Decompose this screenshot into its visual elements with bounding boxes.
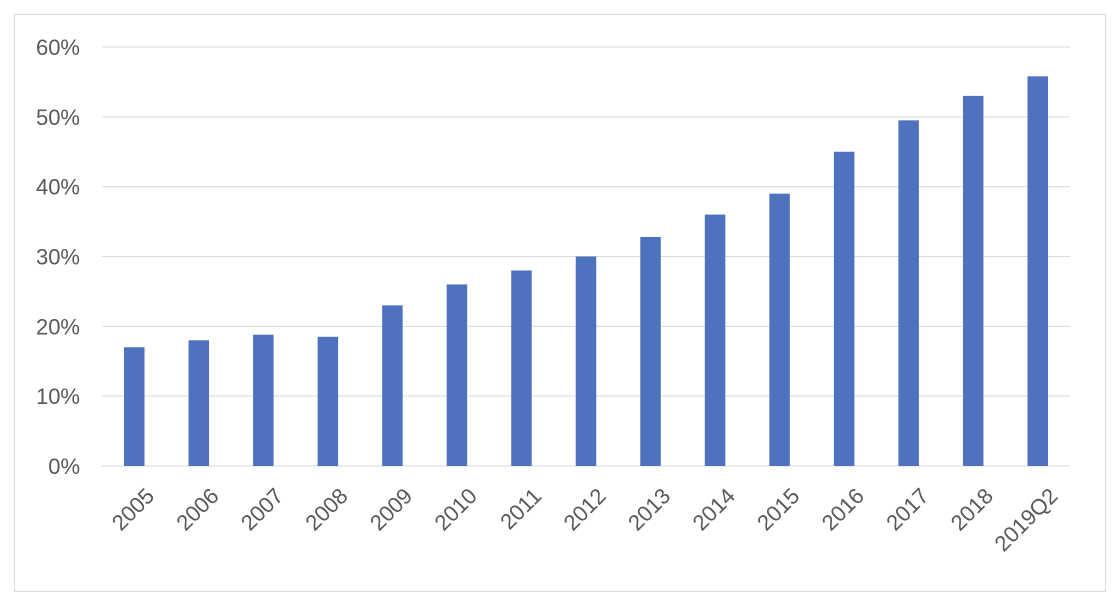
x-tick-label: 2009 [365,483,417,535]
y-axis-tick-labels: 0% 10% 20% 30% 40% 50% 60% [36,35,80,479]
y-tick-label: 60% [36,35,80,60]
x-tick-label: 2019Q2 [990,483,1063,556]
x-tick-label: 2014 [688,483,740,535]
bar-2018 [962,95,984,466]
y-tick-label: 50% [36,105,80,130]
bar-2010 [446,284,468,466]
x-axis-tick-labels: 2005 2006 2007 2008 2009 2010 2011 2012 2013 2014… [107,483,1063,556]
bar-2014 [704,214,726,466]
x-tick-label: 2015 [752,483,804,535]
bar-2013 [640,236,661,466]
bar-2019Q2 [1027,76,1048,466]
bar-2016 [833,151,855,466]
x-tick-label: 2010 [429,483,481,535]
y-tick-label: 10% [36,384,80,409]
bar-2005 [124,347,145,466]
bar-2008 [317,336,339,466]
bar-2012 [575,256,597,466]
bar-2007 [253,334,274,466]
bar-2017 [898,120,919,466]
x-tick-label: 2017 [881,483,933,535]
bar-2011 [511,270,532,466]
x-tick-label: 2012 [559,483,611,535]
x-tick-label: 2018 [946,483,998,535]
x-tick-label: 2008 [300,483,352,535]
y-tick-label: 30% [36,245,80,270]
x-tick-label: 2007 [236,483,288,535]
chart-frame [14,14,1106,592]
y-tick-label: 40% [36,175,80,200]
bars [124,76,1048,466]
bar-2006 [188,340,210,466]
x-tick-label: 2011 [495,483,546,534]
bar-2015 [769,193,790,466]
x-tick-label: 2006 [171,483,223,535]
y-tick-label: 0% [48,454,80,479]
x-tick-label: 2005 [107,483,159,535]
bar-2009 [382,305,403,466]
y-tick-label: 20% [36,314,80,339]
x-tick-label: 2016 [817,483,869,535]
x-tick-label: 2013 [623,483,675,535]
